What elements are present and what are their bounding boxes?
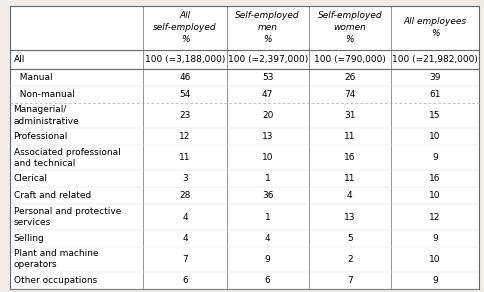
Text: 16: 16 <box>429 174 441 183</box>
Text: 9: 9 <box>265 255 271 264</box>
Text: 47: 47 <box>262 90 273 99</box>
Text: 61: 61 <box>429 90 441 99</box>
Text: 9: 9 <box>432 234 438 243</box>
Text: 4: 4 <box>347 192 353 201</box>
Text: Associated professional
and technical: Associated professional and technical <box>14 148 121 168</box>
Text: Craft and related: Craft and related <box>14 192 91 201</box>
Text: Self-employed
women
%: Self-employed women % <box>318 11 382 44</box>
Text: 26: 26 <box>344 73 356 82</box>
Text: 1: 1 <box>265 174 271 183</box>
Text: Other occupations: Other occupations <box>14 276 97 285</box>
Text: Personal and protective
services: Personal and protective services <box>14 207 121 227</box>
Text: 100 (=2,397,000): 100 (=2,397,000) <box>227 55 308 64</box>
Text: 3: 3 <box>182 174 188 183</box>
Text: 100 (=3,188,000): 100 (=3,188,000) <box>145 55 225 64</box>
Text: 13: 13 <box>262 132 273 141</box>
Text: Plant and machine
operators: Plant and machine operators <box>14 249 98 270</box>
Text: 11: 11 <box>179 153 191 162</box>
Text: 6: 6 <box>265 276 271 285</box>
Text: 6: 6 <box>182 276 188 285</box>
Text: 4: 4 <box>182 213 188 222</box>
Text: 7: 7 <box>347 276 353 285</box>
Text: Non-manual: Non-manual <box>14 90 75 99</box>
Text: 4: 4 <box>265 234 271 243</box>
Text: Managerial/
administrative: Managerial/ administrative <box>14 105 79 126</box>
Text: All employees
%: All employees % <box>404 18 467 38</box>
Text: 28: 28 <box>180 192 191 201</box>
Text: 74: 74 <box>344 90 356 99</box>
Text: Clerical: Clerical <box>14 174 47 183</box>
Text: Selling: Selling <box>14 234 45 243</box>
Text: All
self-employed
%: All self-employed % <box>153 11 217 44</box>
Text: 4: 4 <box>182 234 188 243</box>
Text: 53: 53 <box>262 73 273 82</box>
Text: Manual: Manual <box>14 73 52 82</box>
Text: 13: 13 <box>344 213 356 222</box>
Text: 12: 12 <box>180 132 191 141</box>
Text: 54: 54 <box>180 90 191 99</box>
Text: Professional: Professional <box>14 132 68 141</box>
Text: 1: 1 <box>265 213 271 222</box>
Text: 16: 16 <box>344 153 356 162</box>
Text: 10: 10 <box>262 153 273 162</box>
Text: 9: 9 <box>432 276 438 285</box>
Text: 9: 9 <box>432 153 438 162</box>
Text: 23: 23 <box>180 111 191 120</box>
Text: 2: 2 <box>347 255 353 264</box>
Text: 36: 36 <box>262 192 273 201</box>
Text: 31: 31 <box>344 111 356 120</box>
Text: 46: 46 <box>180 73 191 82</box>
Text: 10: 10 <box>429 132 441 141</box>
Text: 39: 39 <box>429 73 441 82</box>
Text: 20: 20 <box>262 111 273 120</box>
Text: 11: 11 <box>344 174 356 183</box>
Text: 15: 15 <box>429 111 441 120</box>
Text: 11: 11 <box>344 132 356 141</box>
Text: 7: 7 <box>182 255 188 264</box>
Text: 10: 10 <box>429 192 441 201</box>
Text: 100 (=21,982,000): 100 (=21,982,000) <box>392 55 478 64</box>
Text: 100 (=790,000): 100 (=790,000) <box>314 55 386 64</box>
Text: All: All <box>14 55 25 64</box>
Text: 10: 10 <box>429 255 441 264</box>
Text: 5: 5 <box>347 234 353 243</box>
Text: Self-employed
men
%: Self-employed men % <box>235 11 300 44</box>
Text: 12: 12 <box>429 213 441 222</box>
